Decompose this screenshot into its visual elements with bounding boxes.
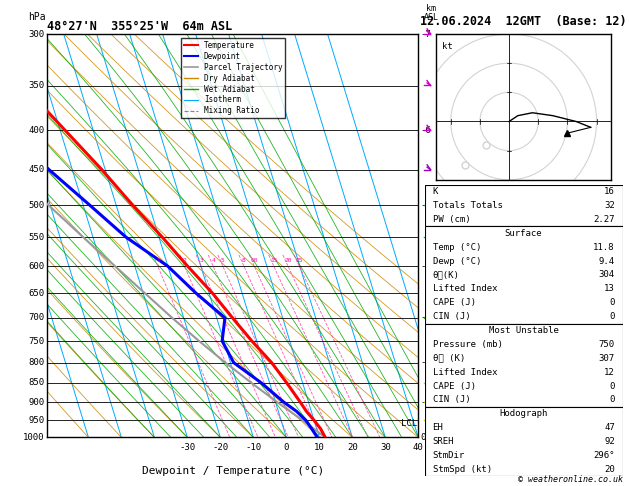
Text: 30: 30 [380, 443, 391, 452]
Text: 1: 1 [156, 258, 160, 263]
Bar [425, 324, 623, 407]
Text: LCL: LCL [401, 419, 417, 428]
Text: 600: 600 [28, 262, 44, 271]
Text: 350: 350 [28, 81, 44, 90]
Text: -5: -5 [420, 201, 431, 209]
Text: θᴄ (K): θᴄ (K) [433, 354, 465, 363]
Text: 2: 2 [182, 258, 186, 263]
Text: 20: 20 [604, 465, 615, 474]
Text: km
ASL: km ASL [424, 4, 439, 22]
Text: 3: 3 [199, 258, 203, 263]
Text: 13: 13 [604, 284, 615, 294]
Text: SREH: SREH [433, 437, 454, 446]
Text: Surface: Surface [505, 229, 542, 238]
Text: 32: 32 [604, 201, 615, 210]
Text: Pressure (mb): Pressure (mb) [433, 340, 503, 349]
Text: Dewpoint / Temperature (°C): Dewpoint / Temperature (°C) [142, 466, 324, 476]
Text: hPa: hPa [28, 12, 47, 22]
Text: StmDir: StmDir [433, 451, 465, 460]
Text: PW (cm): PW (cm) [433, 215, 470, 224]
Text: 11.8: 11.8 [593, 243, 615, 252]
Text: -1: -1 [420, 398, 431, 407]
Text: 550: 550 [28, 233, 44, 242]
Text: 0: 0 [420, 433, 425, 442]
Bar [425, 185, 623, 226]
Text: 2.27: 2.27 [593, 215, 615, 224]
Text: -6: -6 [420, 126, 431, 135]
Bar [425, 226, 623, 324]
Text: Hodograph: Hodograph [499, 409, 548, 418]
Text: 4: 4 [211, 258, 215, 263]
Text: 47: 47 [604, 423, 615, 432]
Text: 800: 800 [28, 358, 44, 367]
Text: Totals Totals: Totals Totals [433, 201, 503, 210]
Text: 0: 0 [610, 382, 615, 391]
Text: CAPE (J): CAPE (J) [433, 298, 476, 307]
Text: 307: 307 [599, 354, 615, 363]
Text: 700: 700 [28, 313, 44, 322]
Text: -3: -3 [420, 313, 431, 322]
Text: © weatheronline.co.uk: © weatheronline.co.uk [518, 474, 623, 484]
Text: θᴄ(K): θᴄ(K) [433, 270, 459, 279]
Text: 750: 750 [599, 340, 615, 349]
Text: EH: EH [433, 423, 443, 432]
Text: 16: 16 [604, 187, 615, 196]
Text: CIN (J): CIN (J) [433, 312, 470, 321]
Text: 450: 450 [28, 165, 44, 174]
Text: -7: -7 [420, 30, 431, 38]
Text: 650: 650 [28, 289, 44, 297]
Text: 8: 8 [242, 258, 246, 263]
Legend: Temperature, Dewpoint, Parcel Trajectory, Dry Adiabat, Wet Adiabat, Isotherm, Mi: Temperature, Dewpoint, Parcel Trajectory… [181, 38, 286, 119]
Text: 20: 20 [347, 443, 358, 452]
Text: 300: 300 [28, 30, 44, 38]
Text: 900: 900 [28, 398, 44, 407]
Text: 25: 25 [296, 258, 303, 263]
Text: Most Unstable: Most Unstable [489, 326, 559, 335]
Text: 500: 500 [28, 201, 44, 209]
Text: 296°: 296° [593, 451, 615, 460]
Text: 92: 92 [604, 437, 615, 446]
Text: 20: 20 [284, 258, 292, 263]
Bar [425, 407, 623, 476]
Text: Mixing Ratio (g/kg): Mixing Ratio (g/kg) [448, 188, 457, 283]
Text: 12.06.2024  12GMT  (Base: 12): 12.06.2024 12GMT (Base: 12) [420, 15, 627, 28]
Text: StmSpd (kt): StmSpd (kt) [433, 465, 492, 474]
Text: 400: 400 [28, 126, 44, 135]
Text: Lifted Index: Lifted Index [433, 367, 497, 377]
Text: kt: kt [442, 42, 453, 51]
Text: 15: 15 [270, 258, 277, 263]
Text: Dewp (°C): Dewp (°C) [433, 257, 481, 265]
Text: 0: 0 [284, 443, 289, 452]
Text: -20: -20 [213, 443, 228, 452]
Text: 48°27'N  355°25'W  64m ASL: 48°27'N 355°25'W 64m ASL [47, 20, 233, 33]
Text: -10: -10 [245, 443, 262, 452]
Text: 304: 304 [599, 270, 615, 279]
Text: -2: -2 [420, 358, 431, 367]
Text: -4: -4 [420, 262, 431, 271]
Text: CAPE (J): CAPE (J) [433, 382, 476, 391]
Text: 9.4: 9.4 [599, 257, 615, 265]
Text: Temp (°C): Temp (°C) [433, 243, 481, 252]
Text: -30: -30 [179, 443, 196, 452]
Text: 10: 10 [314, 443, 325, 452]
Text: 950: 950 [28, 416, 44, 425]
Text: 0: 0 [610, 312, 615, 321]
Text: CIN (J): CIN (J) [433, 396, 470, 404]
Text: 5: 5 [221, 258, 225, 263]
Text: 12: 12 [604, 367, 615, 377]
Text: 750: 750 [28, 336, 44, 346]
Text: 1000: 1000 [23, 433, 44, 442]
Text: 850: 850 [28, 379, 44, 387]
Text: 0: 0 [610, 396, 615, 404]
Text: 10: 10 [250, 258, 258, 263]
Text: 40: 40 [413, 443, 424, 452]
Text: 0: 0 [610, 298, 615, 307]
Text: K: K [433, 187, 438, 196]
Text: Lifted Index: Lifted Index [433, 284, 497, 294]
